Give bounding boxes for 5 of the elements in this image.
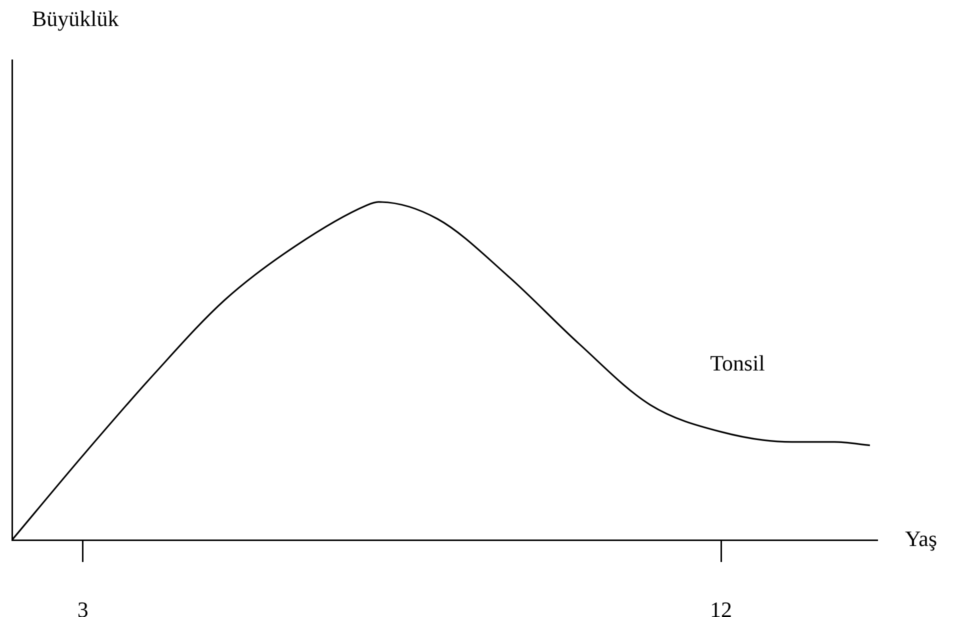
x-tick-label: 12 [710, 596, 732, 617]
text: Tonsil [710, 350, 765, 376]
x-axis-title: Yaş [905, 526, 938, 551]
x-tick-label: 3 [77, 596, 88, 617]
text: Büyüklük [32, 6, 119, 31]
